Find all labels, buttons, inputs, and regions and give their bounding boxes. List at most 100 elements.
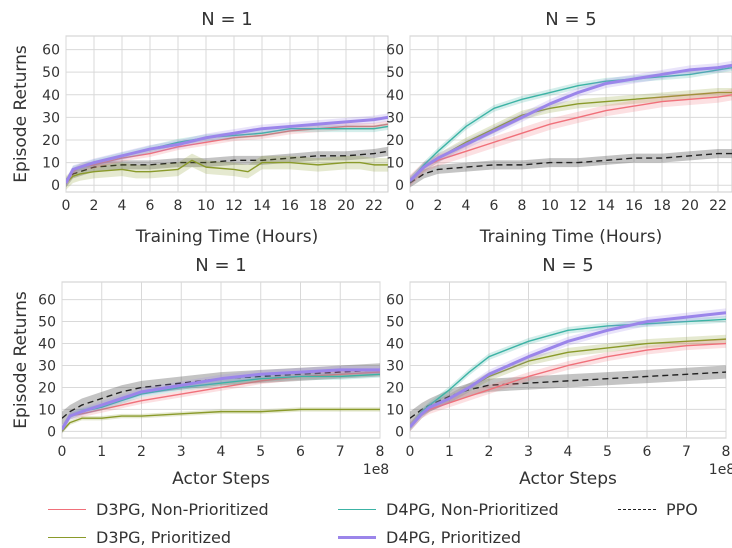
- y-tick-label: 60: [386, 43, 404, 59]
- chart-panel-4: 0 1 2 3 4 5 6 7 8 0 10 20 30 40 50 60 N = 5 Actor Steps 1e…: [386, 255, 732, 489]
- y-tick-label: 20: [386, 133, 404, 149]
- chart-title: N = 1: [195, 255, 246, 276]
- x-tick-label: 10: [541, 198, 559, 214]
- y-tick-label: 60: [42, 43, 60, 59]
- series-band-ppo: [62, 363, 380, 425]
- legend-item-ppo: PPO: [618, 500, 698, 519]
- series-band-d3pg_p: [66, 153, 388, 190]
- x-axis-label: Training Time (Hours): [135, 227, 319, 247]
- series-group: [410, 308, 726, 432]
- x-tick-label: 4: [564, 444, 573, 460]
- series-band-d3pg_np: [410, 339, 726, 432]
- y-tick-label: 0: [395, 178, 404, 194]
- x-tick-label: 22: [365, 198, 383, 214]
- x-tick-label: 6: [146, 198, 155, 214]
- series-band-d4pg_p: [410, 60, 732, 186]
- legend-swatch: [48, 509, 86, 510]
- legend-item-d4pg_np: D4PG, Non-Prioritized: [338, 500, 559, 519]
- y-tick-label: 10: [386, 402, 404, 418]
- x-tick-label: 2: [434, 198, 443, 214]
- series-line-d4pg_np: [410, 66, 732, 182]
- x-tick-label: 4: [462, 198, 471, 214]
- series-line-d4pg_np: [410, 318, 726, 428]
- series-line-d3pg_p: [66, 159, 388, 184]
- series-line-ppo: [66, 150, 388, 184]
- legend-label: D4PG, Prioritized: [386, 528, 522, 547]
- x-tick-label: 16: [281, 198, 299, 214]
- y-tick-label: 30: [386, 358, 404, 374]
- y-tick-label: 40: [38, 337, 56, 353]
- series-line-d3pg_p: [62, 408, 380, 432]
- chart-panel-3: 0 1 2 3 4 5 6 7 8 0 10 20 30 40 50 60 N = 1 Actor Steps Ep…: [11, 255, 389, 489]
- y-tick-label: 60: [386, 293, 404, 309]
- y-tick-label: 20: [386, 380, 404, 396]
- chart-panel-1: 0 2 4 6 8 10 12 14 16 18 20 22 0 10 20 30 40 50 60 N = 1 Tra…: [11, 9, 389, 247]
- series-line-d3pg_np: [410, 94, 732, 182]
- x-axis-label: Actor Steps: [172, 469, 270, 489]
- y-tick-label: 0: [47, 424, 56, 440]
- x-tick-label: 14: [253, 198, 271, 214]
- series-line-d4pg_p: [410, 311, 726, 429]
- x-tick-label: 18: [653, 198, 671, 214]
- plot-area: [65, 35, 389, 193]
- legend-item-d3pg_np: D3PG, Non-Prioritized: [48, 500, 269, 519]
- chart-title: N = 5: [545, 9, 596, 30]
- x-tick-label: 8: [518, 198, 527, 214]
- x-tick-label: 0: [62, 198, 71, 214]
- y-tick-label: 10: [42, 156, 60, 172]
- y-tick-label: 40: [42, 88, 60, 104]
- y-tick-label: 60: [38, 293, 56, 309]
- y-tick-label: 30: [386, 110, 404, 126]
- x-axis-label: Training Time (Hours): [479, 227, 663, 247]
- x-tick-label: 8: [376, 444, 385, 460]
- y-axis-label: Episode Returns: [11, 45, 31, 183]
- y-tick-label: 30: [42, 110, 60, 126]
- x-axis-multiplier: 1e8: [709, 462, 732, 478]
- legend: D3PG, Non-Prioritized D4PG, Non-Prioritiz…: [0, 500, 732, 548]
- y-tick-label: 30: [38, 358, 56, 374]
- y-tick-label: 50: [386, 315, 404, 331]
- x-tick-label: 8: [722, 444, 731, 460]
- y-tick-label: 10: [386, 156, 404, 172]
- x-tick-label: 4: [217, 444, 226, 460]
- legend-label: D3PG, Non-Prioritized: [96, 500, 269, 519]
- y-tick-label: 10: [38, 402, 56, 418]
- plot-area: [409, 35, 732, 193]
- y-tick-label: 20: [38, 380, 56, 396]
- series-band-d3pg_p: [410, 88, 732, 186]
- x-tick-label: 2: [137, 444, 146, 460]
- y-tick-label: 50: [38, 315, 56, 331]
- x-tick-label: 6: [296, 444, 305, 460]
- y-tick-label: 0: [51, 178, 60, 194]
- series-line-d4pg_p: [66, 115, 388, 184]
- legend-swatch: [618, 509, 656, 510]
- x-axis-multiplier: 1e8: [363, 462, 389, 478]
- series-group: [62, 363, 380, 434]
- series-band-d4pg_np: [410, 64, 732, 185]
- series-line-d4pg_p: [410, 63, 732, 182]
- x-tick-label: 22: [709, 198, 727, 214]
- x-tick-label: 6: [643, 444, 652, 460]
- series-band-d3pg_p: [62, 407, 380, 434]
- x-tick-label: 1: [445, 444, 454, 460]
- legend-item-d3pg_p: D3PG, Prioritized: [48, 528, 231, 547]
- x-tick-label: 2: [90, 198, 99, 214]
- x-tick-label: 6: [490, 198, 499, 214]
- y-tick-label: 40: [386, 88, 404, 104]
- x-tick-label: 7: [336, 444, 345, 460]
- x-tick-label: 14: [597, 198, 615, 214]
- x-tick-label: 10: [197, 198, 215, 214]
- x-tick-label: 5: [603, 444, 612, 460]
- x-tick-label: 5: [256, 444, 265, 460]
- legend-label: D4PG, Non-Prioritized: [386, 500, 559, 519]
- y-tick-label: 20: [42, 133, 60, 149]
- legend-swatch: [338, 509, 376, 510]
- x-tick-label: 0: [58, 444, 67, 460]
- x-tick-label: 18: [309, 198, 327, 214]
- x-tick-label: 16: [625, 198, 643, 214]
- y-tick-label: 50: [386, 65, 404, 81]
- x-tick-label: 20: [681, 198, 699, 214]
- series-band-ppo: [66, 146, 388, 188]
- y-tick-label: 50: [42, 65, 60, 81]
- series-band-ppo: [410, 365, 726, 425]
